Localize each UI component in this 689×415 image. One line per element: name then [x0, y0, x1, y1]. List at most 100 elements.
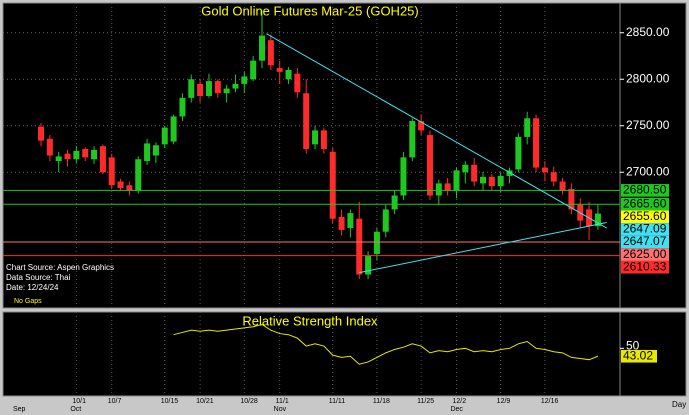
candle-body: [471, 164, 478, 182]
note: Date: 12/24/24: [6, 283, 59, 292]
trendline: [359, 221, 607, 274]
rsi-title: Relative Strength Index: [242, 313, 378, 328]
candle-body: [241, 76, 248, 84]
candle-body: [99, 146, 106, 173]
candle-body: [347, 213, 354, 229]
candle-body: [55, 156, 62, 162]
y-tick-label: 2700.00: [626, 164, 670, 178]
candle-body: [152, 145, 159, 156]
candle-body: [276, 68, 283, 72]
candle-body: [453, 170, 460, 191]
month-label: Dec: [450, 406, 463, 413]
y-tick-label: 2850.00: [626, 25, 670, 39]
candle-body: [541, 167, 548, 173]
candle-body: [426, 135, 433, 196]
candle-body: [594, 213, 601, 227]
level-label-box: [621, 184, 669, 197]
marks: [38, 10, 601, 365]
note: Data Source: Thai: [6, 273, 71, 282]
candle-body: [533, 118, 540, 168]
x-tick-label: 11/18: [373, 398, 390, 405]
candle-body: [188, 79, 195, 98]
level-label: 2647.09: [623, 222, 667, 236]
y-tick-label: 2800.00: [626, 71, 670, 85]
x-tick-label: 10/28: [240, 398, 258, 405]
x-tick-label: 11/25: [417, 398, 434, 405]
candle-body: [320, 130, 327, 149]
candle-body: [73, 150, 80, 160]
level-label-box: [621, 223, 669, 236]
candle-body: [197, 83, 204, 96]
candle-body: [170, 116, 177, 142]
candle-body: [267, 40, 274, 66]
level-label: 2610.33: [623, 259, 667, 273]
level-label-box: [621, 210, 669, 224]
candle-body: [108, 157, 115, 186]
month-label: Oct: [70, 406, 81, 413]
candle-body: [497, 175, 504, 187]
x-tick-label: 10/21: [196, 398, 214, 405]
level-label-box: [621, 235, 669, 249]
candle-body: [259, 35, 265, 61]
candle-body: [506, 170, 513, 176]
candle-body: [214, 81, 221, 94]
candle-body: [418, 121, 425, 131]
x-tick-label: 12/9: [497, 398, 511, 405]
candle-body: [46, 138, 53, 156]
level-label: 2680.50: [623, 183, 667, 197]
candle-body: [515, 136, 522, 170]
chart-title: Gold Online Futures Mar-25 (GOH25): [201, 3, 418, 18]
candle-body: [480, 176, 486, 184]
x-tick-label: 10/1: [72, 398, 86, 405]
candle-body: [550, 172, 557, 182]
candle-body: [223, 88, 230, 94]
candle-body: [205, 81, 212, 96]
candle-body: [356, 218, 363, 275]
candle-body: [135, 159, 142, 191]
candle-body: [568, 188, 575, 210]
candle-body: [365, 255, 372, 275]
candle-body: [444, 183, 451, 191]
level-label: 2655.60: [623, 209, 667, 223]
candle-body: [179, 97, 186, 117]
candle-body: [161, 127, 168, 145]
rsi-label-box: [621, 349, 657, 363]
month-label: Nov: [274, 406, 287, 413]
x-unit: Day: [672, 400, 686, 409]
level-label: 2647.07: [623, 234, 667, 248]
candle-body: [126, 185, 133, 191]
candle-body: [285, 69, 292, 80]
level-label-box: [621, 197, 669, 211]
candle-body: [82, 148, 89, 158]
candle-body: [400, 157, 407, 196]
level-label: 2625.00: [623, 247, 667, 261]
candle-body: [382, 209, 389, 232]
level-label-box: [621, 248, 669, 261]
note: Chart Source: Aspen Graphics: [6, 263, 114, 272]
x-tick-label: 11/11: [329, 398, 346, 405]
candle-body: [338, 216, 345, 230]
candle-body: [64, 153, 71, 160]
candle-body: [91, 149, 98, 160]
note: No Gaps: [14, 298, 42, 305]
candle-body: [117, 181, 124, 189]
month-label: Sep: [13, 406, 26, 413]
candle-body: [144, 143, 151, 162]
candle-body: [391, 195, 398, 210]
y-tick-label: 2750.00: [626, 118, 670, 132]
candle-body: [524, 118, 531, 137]
candle-body: [294, 73, 301, 93]
candle-body: [232, 83, 239, 89]
candle-body: [250, 60, 257, 80]
candle-body: [559, 181, 566, 191]
candle-body: [488, 176, 495, 187]
candle-body: [409, 121, 416, 158]
candle-body: [373, 231, 380, 255]
x-tick-label: 10/7: [108, 398, 122, 405]
candle-body: [303, 93, 310, 149]
x-tick-label: 11/1: [276, 398, 289, 405]
candle-body: [38, 126, 44, 141]
candle-body: [329, 151, 336, 219]
